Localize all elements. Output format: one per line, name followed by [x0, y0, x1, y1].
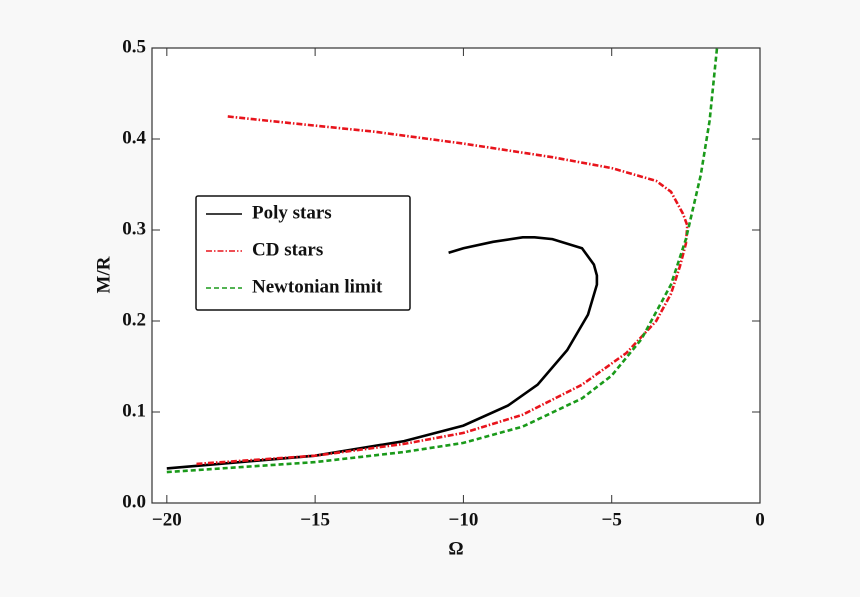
y-tick-label: 0.1 — [122, 400, 146, 421]
x-tick-label: −10 — [449, 509, 479, 530]
y-tick-label: 0.4 — [122, 127, 146, 148]
x-tick-label: −20 — [152, 509, 182, 530]
y-tick-label: 0.5 — [122, 36, 146, 57]
x-tick-label: −5 — [602, 509, 622, 530]
legend-label: Newtonian limit — [252, 276, 383, 297]
x-axis-label: Ω — [448, 538, 463, 559]
legend-label: Poly stars — [252, 202, 332, 223]
y-tick-label: 0.0 — [122, 491, 146, 512]
x-tick-label: −15 — [300, 509, 330, 530]
legend-box — [195, 195, 411, 311]
series-line — [166, 236, 599, 470]
series-line — [196, 115, 689, 466]
x-tick-label: 0 — [755, 509, 765, 530]
y-tick-label: 0.3 — [122, 218, 146, 239]
y-tick-label: 0.2 — [122, 309, 146, 330]
legend-label: CD stars — [252, 239, 323, 260]
y-axis-label: M/R — [93, 256, 114, 293]
